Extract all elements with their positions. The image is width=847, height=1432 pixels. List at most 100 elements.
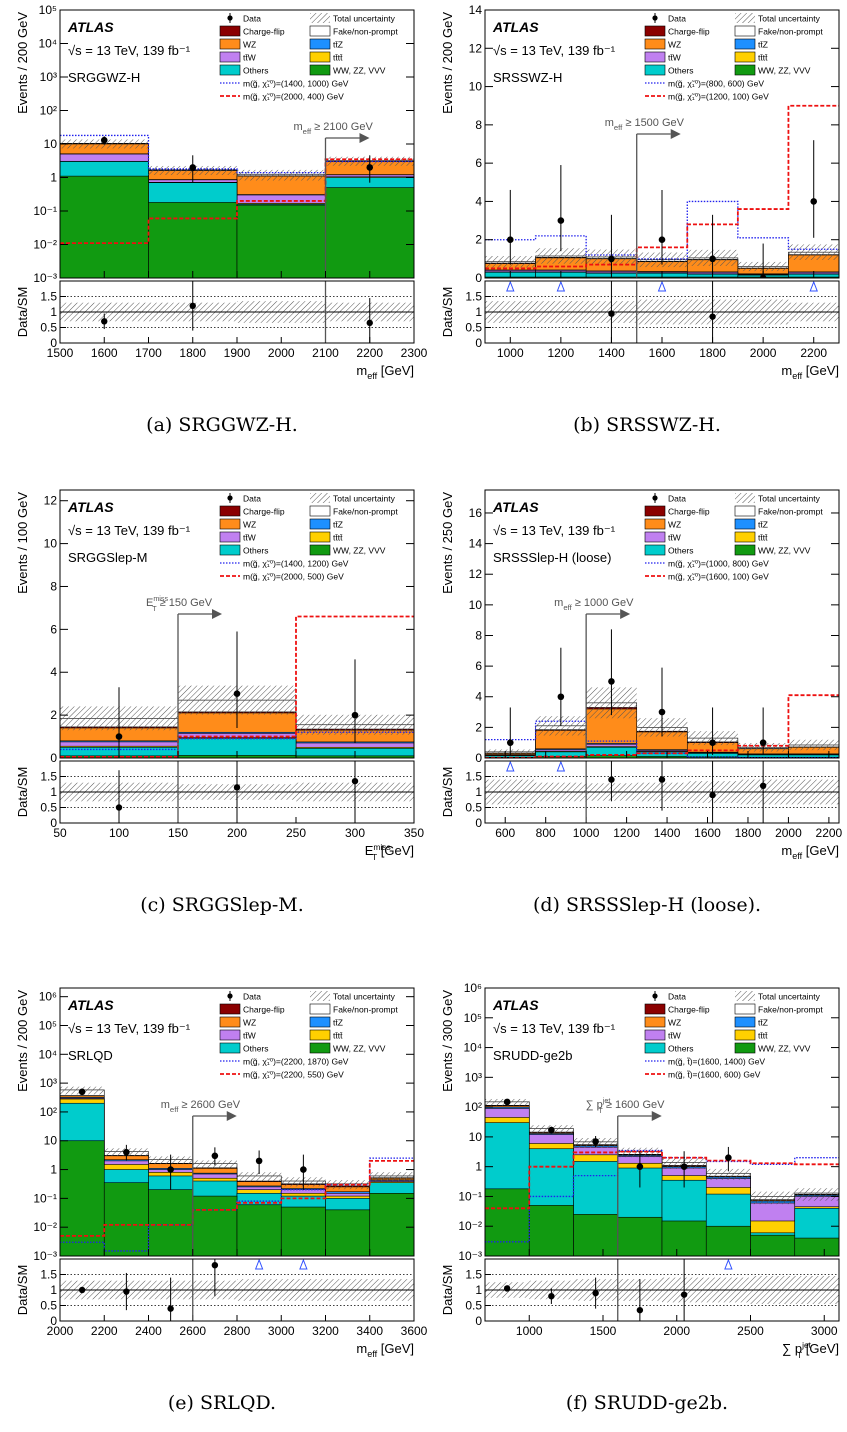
legend-signal1-label: m(g̃, χ̃₁⁰)=(800, 600) GeV	[668, 79, 764, 89]
ratio-y-tick-label: 1	[50, 785, 57, 799]
y-tick-label: 12	[469, 41, 483, 55]
legend-label: tt̄W	[243, 53, 256, 63]
ratio-point	[167, 1305, 174, 1312]
y-tick-label: 10⁶	[39, 990, 57, 1004]
legend-swatch-charge_flip	[644, 25, 666, 37]
y-tick-label: 10⁻³	[33, 1249, 57, 1263]
data-point	[115, 733, 123, 740]
data-point	[608, 678, 615, 685]
legend-swatch-tttt	[734, 531, 756, 543]
ratio-y-tick-label: 1.5	[465, 1268, 482, 1282]
x-tick-label: 2200	[356, 346, 383, 360]
legend-label: Charge-flip	[243, 27, 285, 37]
signal2-line	[485, 694, 839, 758]
legend-signal1-label: m(g̃, χ̃₁⁰)=(1000, 800) GeV	[668, 559, 769, 569]
ratio-point	[608, 776, 615, 783]
legend: Data Total uncertainty Charge-flip Fake/non…	[219, 493, 398, 582]
ratio-panel	[485, 1258, 839, 1321]
cut-arrow-head	[359, 133, 370, 143]
atlas-label: ATLAS	[492, 997, 539, 1013]
y-tick-label: 14	[469, 3, 483, 17]
energy-lumi-label: √s = 13 TeV, 139 fb⁻¹	[493, 523, 616, 538]
x-tick-label: 2000	[47, 1324, 74, 1338]
legend-swatch-ttw	[219, 531, 241, 543]
y-axis-label: Events / 200 GeV	[15, 12, 30, 114]
x-tick-label: 3400	[356, 1324, 383, 1338]
y-tick-label: 10⁵	[464, 1011, 482, 1025]
legend-signal2-label: m(g̃, χ̃₁⁰)=(1600, 100) GeV	[668, 572, 769, 582]
bar-ww	[528, 1205, 574, 1256]
legend-label: tt̄tt̄	[333, 53, 343, 63]
ratio-y-axis-label: Data/SM	[440, 1265, 455, 1316]
ratio-point	[592, 1289, 599, 1297]
legend: Data Total uncertainty Charge-flip Fake/non…	[644, 493, 823, 582]
y-tick-label: 10⁴	[38, 1047, 57, 1061]
ratio-y-tick-label: 0.5	[465, 801, 482, 815]
bar-ww	[236, 1204, 282, 1256]
main-plot	[485, 104, 839, 278]
legend-label: tt̄tt̄	[758, 533, 768, 543]
data-point	[759, 739, 767, 746]
legend-signal1-label: m(g̃, χ̃₁⁰)=(1400, 1200) GeV	[243, 559, 349, 569]
data-point	[78, 1088, 86, 1096]
y-tick-label: 10	[469, 598, 483, 612]
data-point	[506, 236, 514, 244]
signal2-line	[485, 1150, 839, 1210]
x-tick-label: 250	[286, 826, 306, 840]
cut-label: meff ≥ 1500 GeV	[605, 117, 685, 132]
ratio-y-tick-label: 1	[475, 785, 482, 799]
y-tick-label: 16	[469, 506, 483, 520]
legend-swatch-ww	[734, 64, 756, 76]
data-point	[658, 236, 666, 244]
energy-lumi-label: √s = 13 TeV, 139 fb⁻¹	[68, 1021, 191, 1036]
legend-label: Fake/non-prompt	[333, 1005, 398, 1015]
x-tick-label: 1600	[91, 346, 118, 360]
x-tick-label: 2000	[750, 346, 777, 360]
region-label: SRSSSlep-H (loose)	[493, 550, 612, 565]
region-label: SRUDD-ge2b	[493, 1048, 572, 1063]
chart-panel-5: ∑ pjet T ≥ 1600 GeV10⁻³10⁻²10⁻¹11010²10³1…	[440, 981, 840, 1360]
y-tick-label: 1	[50, 1163, 57, 1177]
y-tick-label: 10⁴	[463, 1041, 482, 1055]
x-tick-label: 2200	[816, 826, 843, 840]
chart-panel-4: meff ≥ 2600 GeV10⁻³10⁻²10⁻¹11010²10³10⁴1…	[15, 987, 428, 1359]
x-tick-label: 1400	[654, 826, 681, 840]
ratio-y-tick-label: 1	[50, 1283, 57, 1297]
ratio-offscale-arrow	[809, 280, 818, 292]
ratio-offscale-arrow	[657, 280, 667, 292]
legend-swatch-ww	[734, 544, 756, 556]
caption-d: (d) SRSSSlep-H (loose).	[532, 894, 762, 916]
legend-swatch-charge_flip	[219, 1003, 241, 1015]
y-tick-label: 10	[44, 137, 58, 151]
caption-e: (e) SRLQD.	[167, 1392, 277, 1414]
legend-swatch-ww	[309, 1042, 331, 1054]
x-tick-label: 1500	[590, 1324, 617, 1338]
y-tick-label: 4	[475, 690, 482, 704]
legend-swatch-tttt	[734, 1029, 756, 1041]
data-point	[255, 1157, 263, 1165]
signal2-line	[60, 615, 414, 758]
y-tick-label: 4	[50, 665, 57, 679]
region-label: SRSSWZ-H	[493, 70, 562, 85]
legend-label: tt̄tt̄	[758, 53, 768, 63]
legend-label: Total uncertainty	[758, 14, 821, 24]
ratio-offscale-arrow	[506, 280, 515, 292]
x-tick-label: 1500	[47, 346, 74, 360]
data-point	[548, 1126, 555, 1134]
y-tick-label: 10³	[40, 70, 57, 84]
uncertainty-band	[369, 1172, 414, 1182]
y-tick-label: 4	[475, 194, 482, 208]
legend-label: tt̄Z	[758, 520, 768, 530]
x-tick-label: 1800	[699, 346, 726, 360]
ratio-point	[233, 784, 241, 791]
legend-label: WZ	[668, 40, 681, 50]
y-tick-label: 6	[475, 156, 482, 170]
data-point	[557, 217, 565, 224]
legend-swatch-ttz	[309, 1016, 331, 1028]
x-tick-label: 1000	[573, 826, 600, 840]
legend-swatch-wz	[219, 1016, 241, 1028]
ratio-panel	[485, 760, 839, 823]
ratio-point	[658, 776, 666, 783]
y-tick-label: 10	[44, 1134, 58, 1148]
